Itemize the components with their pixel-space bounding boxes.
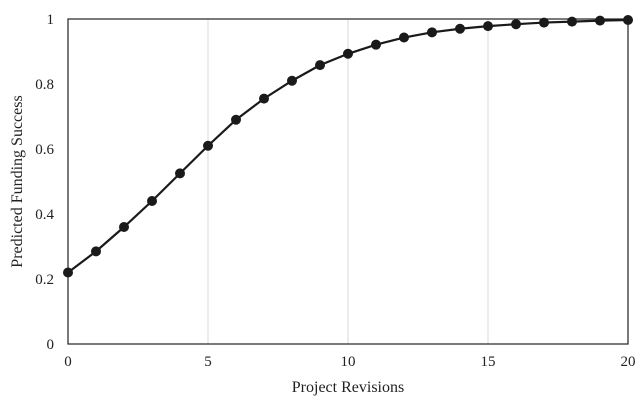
data-point-20: [623, 14, 633, 25]
data-point-11: [371, 39, 381, 50]
x-axis-tick-labels: 0 5 10 15 20: [64, 354, 635, 370]
y-tick-label-0-2: 0.2: [35, 272, 54, 288]
y-axis-title: Predicted Funding Success: [9, 95, 26, 267]
y-tick-label-0-4: 0.4: [35, 207, 54, 223]
series-group: [63, 14, 633, 278]
data-point-10: [343, 48, 353, 59]
data-point-12: [399, 32, 409, 43]
data-point-13: [427, 27, 437, 38]
y-tick-label-0-8: 0.8: [35, 77, 54, 93]
x-tick-label-0: 0: [64, 354, 72, 370]
data-point-18: [567, 16, 577, 27]
data-point-6: [231, 114, 241, 125]
data-point-16: [511, 19, 521, 30]
grid: [207, 19, 489, 344]
data-point-14: [455, 23, 465, 34]
data-point-19: [595, 15, 605, 26]
x-axis-title: Project Revisions: [292, 379, 404, 396]
data-point-9: [315, 60, 325, 71]
data-point-17: [539, 17, 549, 28]
x-tick-label-10: 10: [341, 354, 356, 370]
y-tick-label-0-6: 0.6: [35, 142, 54, 158]
y-tick-label-1: 1: [47, 12, 55, 28]
x-tick-label-20: 20: [621, 354, 636, 370]
x-tick-label-5: 5: [204, 354, 212, 370]
data-point-2: [119, 222, 129, 232]
y-tick-label-0: 0: [47, 337, 55, 353]
data-point-0: [63, 267, 73, 278]
data-point-1: [91, 246, 101, 257]
data-point-15: [483, 21, 493, 32]
plot-area-border: [67, 18, 629, 345]
x-tick-label-15: 15: [481, 354, 496, 370]
data-point-4: [175, 168, 185, 179]
data-point-5: [203, 140, 213, 151]
data-point-8: [287, 75, 297, 86]
data-point-7: [259, 93, 269, 104]
data-point-3: [147, 196, 157, 206]
y-axis-tick-labels: 0 0.2 0.4 0.6 0.8 1: [35, 12, 54, 353]
